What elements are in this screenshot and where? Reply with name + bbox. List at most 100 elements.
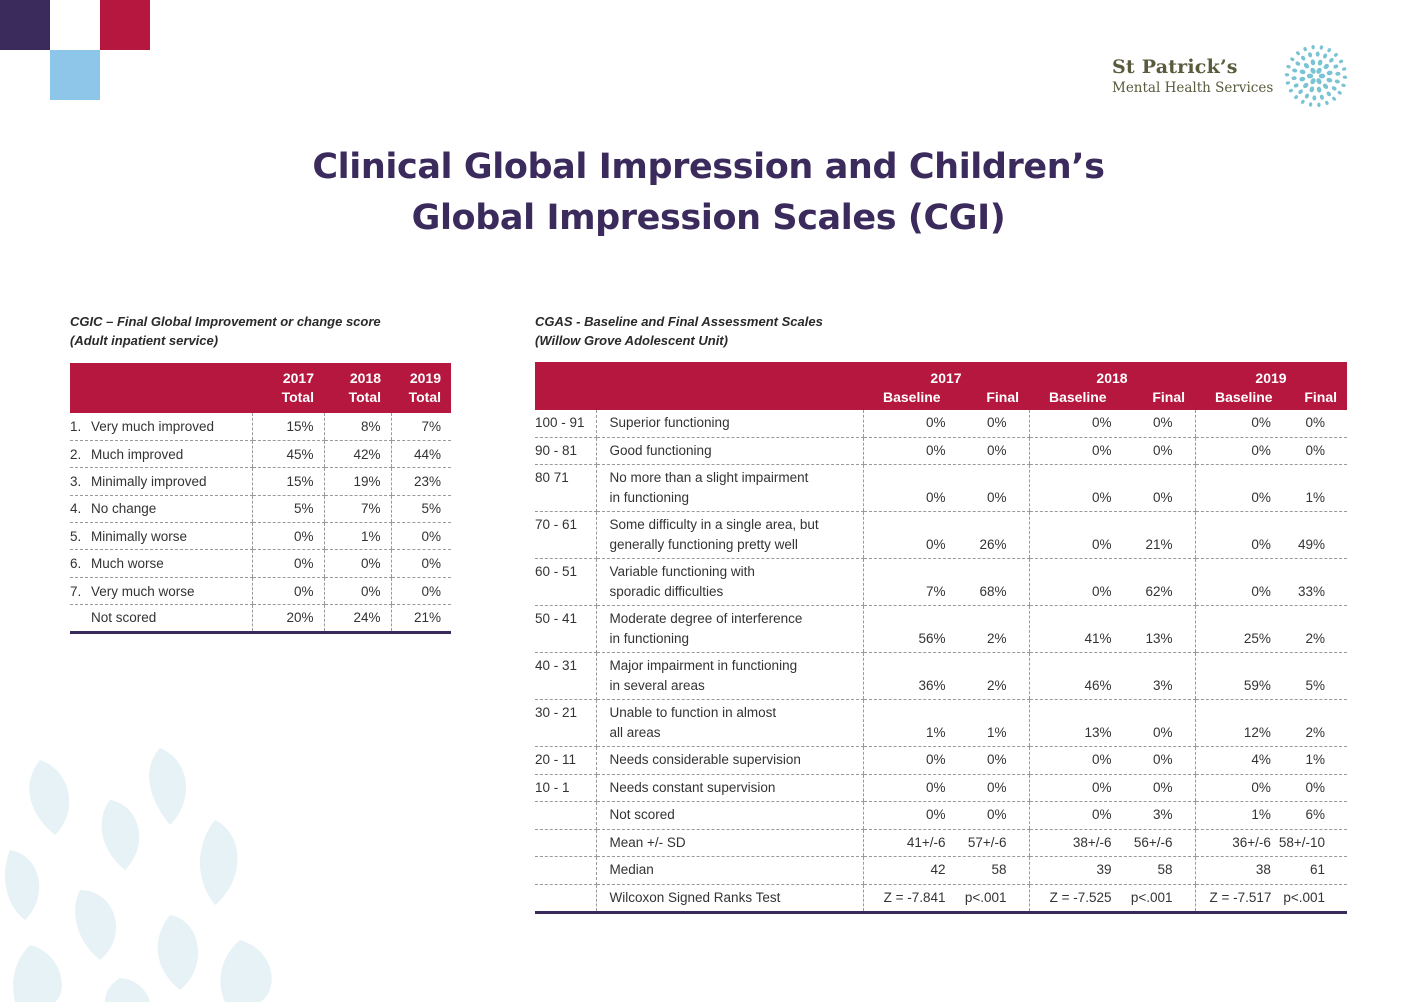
cgas-final-value: 2% bbox=[1305, 630, 1325, 646]
brand-logo: St Patrick’s Mental Health Services bbox=[1112, 42, 1352, 112]
cgas-description-line: Needs considerable supervision bbox=[609, 752, 801, 767]
cgas-cell-2017: 56% 2% bbox=[862, 605, 1029, 653]
cgic-table-body: 1. Very much improved 15% 8% 7% 2. Much improv… bbox=[70, 413, 451, 633]
cgas-baseline-value: 0% bbox=[1251, 779, 1271, 795]
cgas-final-value: 0% bbox=[986, 415, 1007, 430]
cgas-cell-2019: 4% 1% bbox=[1194, 746, 1347, 775]
cgas-baseline-value: 36+/-6 bbox=[1232, 834, 1271, 850]
cgas-cell-2019: 0% 0% bbox=[1194, 410, 1347, 438]
cgic-cell-2018: 0% bbox=[323, 577, 391, 606]
cgic-caption-line-1: CGIC – Final Global Improvement or chang… bbox=[70, 314, 381, 329]
cgic-header-2018: 2018 Total bbox=[324, 363, 391, 413]
cgas-final-value: 0% bbox=[1152, 415, 1173, 430]
cgas-final-value: 62% bbox=[1145, 583, 1173, 599]
cgas-description-line: Unable to function in almost bbox=[609, 705, 777, 720]
cgas-final-value: p<.001 bbox=[1283, 889, 1325, 905]
cgic-row: 5. Minimally worse 0% 1% 0% bbox=[70, 522, 451, 551]
cgas-final-value: 6% bbox=[1305, 807, 1325, 822]
cgas-baseline-value: 36% bbox=[918, 677, 946, 693]
cgas-cell-2019: 25% 2% bbox=[1194, 605, 1347, 653]
cgas-cell-2018: 41% 13% bbox=[1028, 605, 1195, 653]
cgas-baseline-value: Z = -7.841 bbox=[883, 889, 946, 905]
cgic-cell-2018: 0% bbox=[323, 549, 391, 578]
cgas-row: Mean +/- SD 41+/-6 57+/-6 38+/-6 56+/-6 36+/-… bbox=[535, 829, 1347, 857]
cgas-cell-2018: 0% 0% bbox=[1028, 410, 1195, 438]
cgas-row-range: 20 - 11 bbox=[535, 746, 597, 775]
cgas-baseline-value: 1% bbox=[1251, 807, 1271, 822]
cgas-row: Not scored 0% 0% 0% 3% 1% 6% bbox=[535, 801, 1347, 830]
cgic-row-number: 4. bbox=[70, 501, 82, 517]
cgic-cell-2018: 8% bbox=[323, 413, 391, 441]
cgas-baseline-value: 0% bbox=[925, 415, 946, 430]
cgic-cell-2019: 0% bbox=[390, 577, 451, 606]
cgic-cell-2019: 23% bbox=[390, 467, 451, 496]
cgas-baseline-value: 38+/-6 bbox=[1072, 834, 1112, 850]
cgas-baseline-value: 59% bbox=[1243, 677, 1271, 693]
cgas-baseline-value: 0% bbox=[925, 779, 946, 795]
cgas-row-description: Mean +/- SD bbox=[596, 829, 863, 857]
cgas-final-value: 0% bbox=[1152, 752, 1173, 767]
cgas-final-value: 0% bbox=[986, 807, 1007, 822]
cgas-baseline-value: 0% bbox=[1091, 536, 1112, 552]
cgas-cell-2019: 0% 33% bbox=[1194, 558, 1347, 606]
cgas-description-line: in functioning bbox=[609, 630, 690, 646]
cgas-header-description bbox=[596, 362, 863, 410]
cgas-row: 70 - 61 Some difficulty in a single area,… bbox=[535, 511, 1347, 559]
cgas-row-range: 60 - 51 bbox=[535, 558, 597, 606]
cgas-baseline-value: 0% bbox=[925, 489, 946, 505]
cgas-description-line: Good functioning bbox=[609, 442, 712, 458]
cgas-row-description: Median bbox=[596, 856, 863, 885]
cgas-final-value: 58 bbox=[991, 862, 1007, 877]
cgic-row-text: Very much worse bbox=[91, 583, 195, 599]
cgas-final-value: 0% bbox=[986, 752, 1007, 767]
cgas-cell-2017: 0% 26% bbox=[862, 511, 1029, 559]
cgic-cell-2017: 0% bbox=[251, 577, 324, 606]
cgas-final-value: 0% bbox=[986, 489, 1007, 505]
cgic-row-number: 3. bbox=[70, 473, 82, 489]
cgas-description-line: Variable functioning with bbox=[609, 564, 755, 579]
cgas-row-range: 80 71 bbox=[535, 464, 597, 512]
cgas-row-description: Needs considerable supervision bbox=[596, 746, 863, 775]
cgas-final-value: 1% bbox=[1305, 489, 1325, 505]
cgas-row-range bbox=[535, 856, 597, 885]
cgic-header-row: 2017 Total 2018 Total 2019 Total bbox=[70, 363, 451, 413]
cgic-row-label: 7. Very much worse bbox=[70, 577, 252, 606]
cgic-row-text: Much worse bbox=[91, 556, 164, 572]
cgas-row-range bbox=[535, 829, 597, 857]
cgas-row: 10 - 1 Needs constant supervision 0% 0% 0% 0%… bbox=[535, 774, 1347, 802]
cgas-cell-2018: 0% 0% bbox=[1028, 464, 1195, 512]
cgic-row-number: 6. bbox=[70, 556, 82, 572]
corner-square-red bbox=[100, 0, 150, 50]
cgas-row: 90 - 81 Good functioning 0% 0% 0% 0% 0% 0% bbox=[535, 437, 1347, 465]
cgic-caption-line-2: (Adult inpatient service) bbox=[70, 333, 219, 348]
cgas-caption: CGAS - Baseline and Final Assessment Sca… bbox=[535, 312, 823, 350]
cgas-baseline-value: 0% bbox=[1091, 583, 1112, 599]
cgic-row-text: Not scored bbox=[91, 610, 157, 626]
cgas-row: Wilcoxon Signed Ranks Test Z = -7.841 p<.0… bbox=[535, 884, 1347, 913]
cgic-row: 1. Very much improved 15% 8% 7% bbox=[70, 413, 451, 441]
cgas-final-value: 0% bbox=[986, 779, 1007, 795]
cgas-baseline-value: 41+/-6 bbox=[906, 834, 946, 850]
cgas-final-value: 2% bbox=[986, 677, 1007, 693]
cgic-cell-2018: 1% bbox=[323, 522, 391, 551]
cgas-cell-2017: 7% 68% bbox=[862, 558, 1029, 606]
cgic-cell-2017: 20% bbox=[251, 604, 324, 633]
cgas-cell-2018: 0% 0% bbox=[1028, 437, 1195, 465]
cgic-row-number: 2. bbox=[70, 446, 82, 462]
cgic-row-label: Not scored bbox=[70, 605, 252, 632]
cgas-cell-2017: 0% 0% bbox=[862, 437, 1029, 465]
cgic-cell-2019: 0% bbox=[390, 549, 451, 578]
cgas-cell-2018: 0% 62% bbox=[1028, 558, 1195, 606]
cgas-cell-2017: 0% 0% bbox=[862, 746, 1029, 775]
cgas-row-description: Good functioning bbox=[596, 437, 863, 465]
cgic-row-label: 6. Much worse bbox=[70, 549, 252, 578]
cgas-row-description: Needs constant supervision bbox=[596, 774, 863, 802]
cgas-row: 30 - 21 Unable to function in almost all a… bbox=[535, 699, 1347, 747]
cgas-baseline-value: Z = -7.517 bbox=[1209, 889, 1272, 905]
cgic-row-text: Much improved bbox=[91, 446, 184, 462]
cgas-row-range bbox=[535, 884, 597, 913]
cgas-row-description: Major impairment in functioning in severa… bbox=[596, 652, 863, 700]
cgas-header-range bbox=[535, 362, 596, 410]
cgas-final-value: 5% bbox=[1305, 677, 1325, 693]
cgas-row-description: Unable to function in almost all areas bbox=[596, 699, 863, 747]
